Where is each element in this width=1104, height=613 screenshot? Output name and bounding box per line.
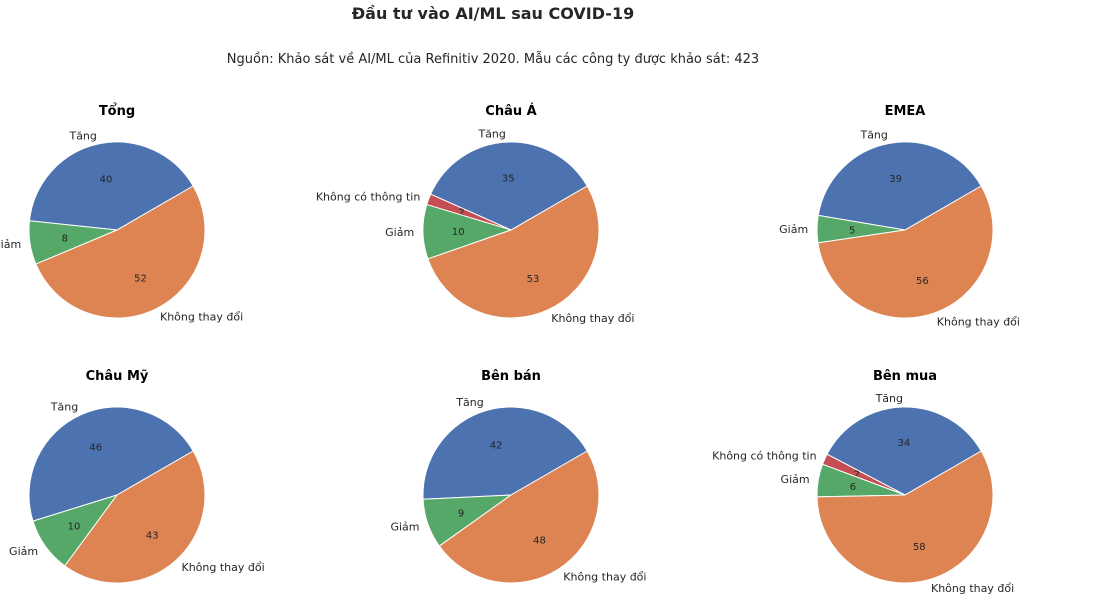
pie-value-label: 9 bbox=[458, 508, 464, 519]
pie-category-label: Không có thông tin bbox=[712, 450, 816, 463]
pie-value-label: 5 bbox=[849, 225, 855, 236]
pie-category-label: Giảm bbox=[779, 223, 808, 236]
pie-title: Châu Mỹ bbox=[86, 369, 149, 384]
pie-category-label: Giảm bbox=[781, 473, 810, 486]
pie-category-label: Không thay đổi bbox=[551, 312, 634, 325]
pie-value-label: 48 bbox=[533, 535, 546, 546]
pie-category-label: Giảm bbox=[9, 545, 38, 558]
pie-slices: 46 Tăng 10 Giảm 43 Không thay đổi bbox=[9, 400, 265, 584]
pie-slices: 42 Tăng 9 Giảm 48 Không thay đổi bbox=[390, 396, 646, 584]
pie-value-label: 10 bbox=[452, 227, 465, 238]
pie-category-label: Tăng bbox=[68, 129, 96, 142]
pie-title: Bên mua bbox=[873, 369, 937, 384]
pie-slice-tang bbox=[817, 141, 982, 231]
pie-slice-khong-thay-doi bbox=[35, 185, 206, 319]
pie-category-label: Không thay đổi bbox=[931, 582, 1014, 595]
pie-slices: 34 Tăng 2 Không có thông tin 6 Giảm 58 Không th… bbox=[712, 392, 1014, 595]
pie-value-label: 52 bbox=[134, 273, 147, 284]
pie-category-label: Giảm bbox=[0, 238, 21, 251]
pie-value-label: 35 bbox=[502, 173, 515, 184]
pie-value-label: 53 bbox=[527, 274, 540, 285]
pie-slices: 39 Tăng 5 Giảm 56 Không thay đổi bbox=[779, 129, 1020, 329]
pie-title: Tổng bbox=[99, 103, 135, 119]
pie-title: EMEA bbox=[885, 104, 926, 119]
pie-slice-khong-thay-doi bbox=[427, 185, 600, 319]
pie-value-label: 46 bbox=[89, 443, 102, 454]
pie-value-label: 6 bbox=[850, 482, 856, 493]
pie-chart-ben-ban: Bên bán 42 Tăng 9 Giảm 48 Không thay đổi bbox=[390, 369, 646, 584]
pie-category-label: Không có thông tin bbox=[316, 190, 420, 203]
pie-slices: 35 Tăng 2 Không có thông tin 10 Giảm 53 Không t… bbox=[316, 127, 635, 325]
figure-title: Đầu tư vào AI/ML sau COVID-19 bbox=[352, 4, 634, 23]
pie-category-label: Giảm bbox=[385, 226, 414, 239]
pie-value-label: 56 bbox=[916, 276, 929, 287]
pie-category-label: Tăng bbox=[477, 127, 505, 140]
pie-slice-tang bbox=[422, 406, 588, 500]
pie-value-label: 8 bbox=[62, 234, 68, 245]
pie-slice-khong-thay-doi bbox=[438, 450, 600, 584]
pie-category-label: Tăng bbox=[455, 396, 483, 409]
pie-value-label: 58 bbox=[913, 542, 926, 553]
pie-value-label: 34 bbox=[898, 438, 911, 449]
pie-slice-tang bbox=[28, 141, 194, 231]
pie-chart-emea: EMEA 39 Tăng 5 Giảm 56 Không thay đổi bbox=[779, 104, 1020, 328]
pie-category-label: Tăng bbox=[859, 129, 887, 142]
pie-value-label: 2 bbox=[458, 208, 464, 219]
figure-subtitle: Nguồn: Khảo sát về AI/ML của Refinitiv 2… bbox=[227, 52, 759, 67]
pie-chart-tong: Tổng 40 Tăng 8 Giảm 52 Không thay đổi bbox=[0, 103, 243, 324]
pie-category-label: Không thay đổi bbox=[563, 570, 646, 583]
pie-value-label: 2 bbox=[854, 470, 860, 481]
pie-title: Bên bán bbox=[481, 369, 541, 384]
pie-value-label: 40 bbox=[100, 174, 113, 185]
pie-category-label: Không thay đổi bbox=[182, 561, 265, 574]
pie-value-label: 43 bbox=[146, 530, 159, 541]
pie-category-label: Không thay đổi bbox=[937, 315, 1020, 328]
pie-title: Châu Á bbox=[485, 103, 536, 119]
pie-slice-khong-thay-doi bbox=[64, 450, 206, 584]
pie-category-label: Tăng bbox=[50, 400, 78, 413]
pie-category-label: Giảm bbox=[390, 521, 419, 534]
pie-slice-tang bbox=[28, 406, 194, 522]
pie-category-label: Không thay đổi bbox=[160, 311, 243, 324]
pie-value-label: 39 bbox=[889, 174, 902, 185]
pie-category-label: Tăng bbox=[875, 392, 903, 405]
pie-chart-chau-a: Châu Á 35 Tăng 2 Không có thông tin 10 Giảm 53… bbox=[316, 103, 635, 325]
pie-slices: 40 Tăng 8 Giảm 52 Không thay đổi bbox=[0, 129, 243, 323]
pie-value-label: 42 bbox=[490, 440, 503, 451]
pie-chart-ben-mua: Bên mua 34 Tăng 2 Không có thông tin 6 Giảm 58… bbox=[712, 369, 1014, 595]
pie-slice-khong-thay-doi bbox=[817, 185, 994, 319]
pie-slice-khong-thay-doi bbox=[816, 450, 994, 584]
pie-slice-tang bbox=[429, 141, 588, 231]
pie-value-label: 10 bbox=[68, 522, 81, 533]
pie-chart-chau-my: Châu Mỹ 46 Tăng 10 Giảm 43 Không thay đổi bbox=[9, 369, 265, 584]
